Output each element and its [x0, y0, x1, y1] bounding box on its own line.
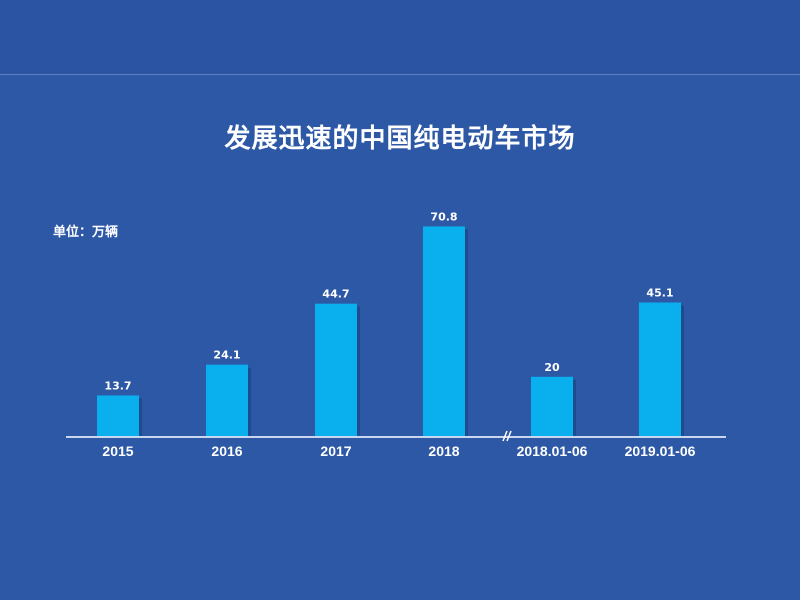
x-tick-label: 2018: [428, 443, 459, 459]
value-label: 45.1: [646, 287, 673, 300]
unit-label: 单位：万辆: [53, 225, 119, 240]
chart-title: 发展迅速的中国纯电动车市场: [224, 124, 576, 154]
header-band: [0, 0, 800, 75]
x-tick-label: 2018.01-06: [517, 443, 588, 459]
axis-break-mark: [502, 430, 512, 442]
value-label: 24.1: [213, 349, 240, 362]
value-label: 70.8: [430, 210, 457, 223]
bar-2018: [423, 226, 465, 436]
bars: [97, 226, 681, 436]
x-tick-label: 2017: [320, 443, 351, 459]
value-label: 44.7: [322, 288, 349, 301]
value-label: 13.7: [104, 379, 131, 392]
axis-break-stroke: [506, 430, 512, 442]
bar-2018.01-06: [531, 376, 573, 436]
x-tick-labels: 2015 2016 2017 2018 2018.01-06 2019.01-06: [102, 443, 695, 459]
bar-2015: [97, 395, 139, 436]
bar-2017: [315, 303, 357, 436]
bar-2019.01-06: [639, 302, 681, 436]
bar-2016: [206, 364, 248, 436]
value-labels: 13.7 24.1 44.7 70.8 20 45.1: [104, 210, 673, 392]
x-tick-label: 2019.01-06: [625, 443, 696, 459]
x-tick-label: 2016: [211, 443, 242, 459]
x-tick-label: 2015: [102, 443, 133, 459]
value-label: 20: [544, 361, 560, 374]
axis-break-stroke: [502, 430, 508, 442]
bar-shadows: [100, 229, 684, 436]
